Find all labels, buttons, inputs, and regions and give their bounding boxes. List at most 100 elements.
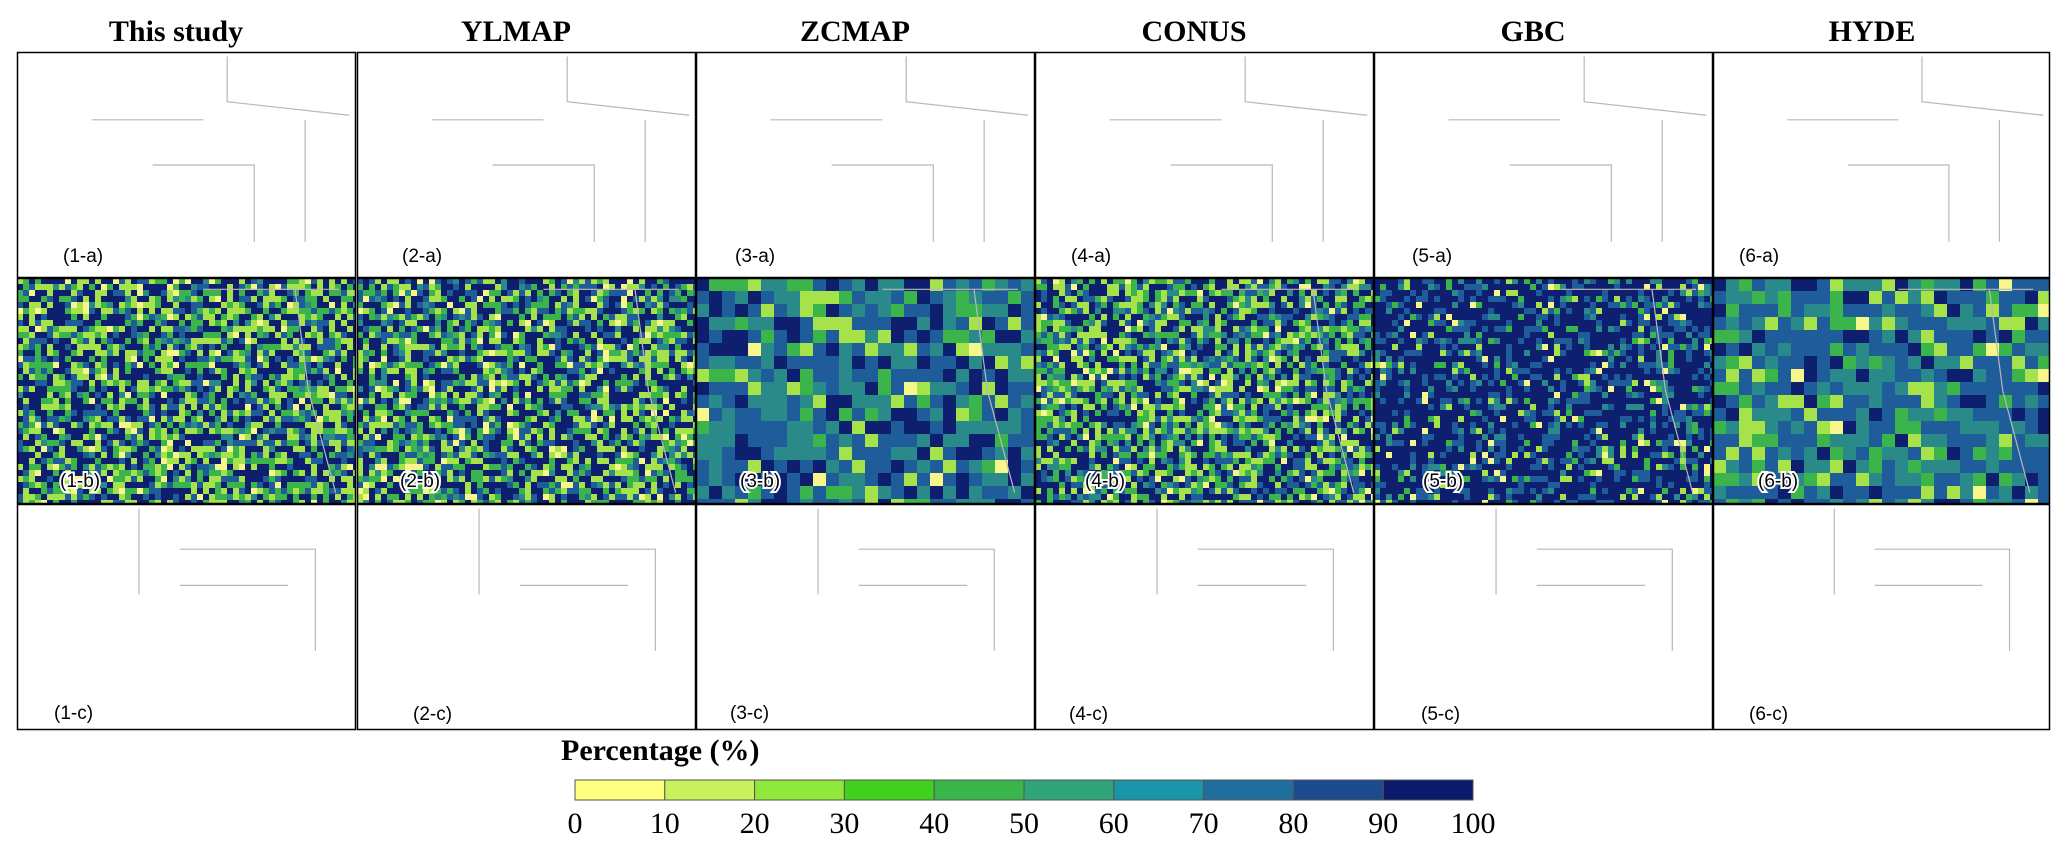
map-panel-background [357, 504, 696, 730]
state-boundaries [91, 56, 350, 242]
legend-swatch [754, 779, 845, 801]
map-panel-frame [356, 503, 697, 731]
legend-tick-label: 40 [919, 807, 949, 840]
legend-tick-label: 60 [1099, 807, 1129, 840]
map-panel-background [696, 504, 1035, 730]
panel-label-6b: (6-b) [1758, 471, 1798, 492]
map-panel-2b [356, 277, 697, 505]
map-panel-frame [1034, 277, 1375, 505]
column-title-gbc: GBC [1500, 15, 1565, 48]
state-boundaries [1448, 56, 1707, 242]
state-boundaries [1156, 508, 1334, 651]
percentage-legend: Percentage (%) 0 10 20 30 40 50 60 70 80 90 100 [561, 734, 1496, 840]
legend-swatch [664, 779, 756, 801]
map-panel-frame [1034, 51, 1375, 279]
map-panel-grid [16, 51, 2051, 731]
map-panel-4b [1034, 277, 1375, 505]
map-panel-background [17, 504, 356, 730]
state-boundaries [1787, 56, 2044, 242]
map-panel-4c [1034, 503, 1375, 731]
map-panel-1a [16, 51, 357, 279]
column-titles: This study YLMAP ZCMAP CONUS GBC HYDE [109, 15, 1915, 48]
state-boundaries [543, 288, 680, 493]
map-panel-2a [356, 51, 697, 279]
legend-tick-label: 50 [1009, 807, 1039, 840]
map-raster [1374, 278, 1713, 504]
legend-swatch [1292, 779, 1384, 801]
map-raster [696, 278, 1035, 504]
map-panel-5a [1373, 51, 1714, 279]
legend-tick-label: 30 [829, 807, 859, 840]
legend-swatch [574, 779, 666, 801]
state-boundaries [1221, 288, 1358, 493]
legend-swatch [843, 779, 935, 801]
panel-label-3b: (3-b) [740, 471, 780, 492]
column-title-this-study: This study [109, 15, 243, 48]
panel-label-1a: (1-a) [63, 246, 103, 267]
map-panel-3a [695, 51, 1036, 279]
panel-label-5b: (5-b) [1423, 471, 1463, 492]
map-panel-frame [1712, 503, 2051, 731]
legend-tick-labels: 0 10 20 30 40 50 60 70 80 90 100 [568, 807, 1496, 840]
state-boundaries [203, 288, 340, 493]
map-panel-4a [1034, 51, 1375, 279]
panel-label-6a: (6-a) [1739, 246, 1779, 267]
legend-tick-label: 0 [568, 807, 583, 840]
column-title-conus: CONUS [1141, 15, 1246, 48]
panel-label-4a: (4-a) [1071, 246, 1111, 267]
panel-labels: (1-a) (2-a) (3-a) (4-a) (5-a) (6-a) (1-b… [54, 246, 1800, 725]
map-panel-frame [695, 51, 1036, 279]
state-boundaries [431, 56, 690, 242]
map-panel-5c [1373, 503, 1714, 731]
legend-tick-label: 80 [1278, 807, 1308, 840]
legend-title: Percentage (%) [561, 734, 760, 767]
panel-label-5a: (5-a) [1412, 246, 1452, 267]
legend-tick-label: 90 [1368, 807, 1398, 840]
map-panel-frame [1373, 503, 1714, 731]
map-panel-frame [356, 277, 697, 505]
panel-label-3c: (3-c) [730, 703, 769, 724]
map-panel-frame [695, 277, 1036, 505]
map-panel-1b [16, 277, 357, 505]
panel-label-4b: (4-b) [1085, 471, 1125, 492]
panel-label-4c: (4-c) [1069, 704, 1108, 725]
map-panel-frame [695, 503, 1036, 731]
map-panel-1c [16, 503, 357, 731]
map-panel-frame [1712, 277, 2051, 505]
legend-tick-label: 20 [740, 807, 770, 840]
state-boundaries [770, 56, 1029, 242]
column-title-zcmap: ZCMAP [800, 15, 910, 48]
legend-tick-label: 70 [1189, 807, 1219, 840]
map-panel-2c [356, 503, 697, 731]
legend-swatch [1023, 779, 1115, 801]
map-panel-background [1374, 504, 1713, 730]
column-title-hyde: HYDE [1829, 15, 1916, 48]
legend-swatch [933, 779, 1025, 801]
map-panel-frame [1712, 51, 2051, 279]
map-panel-frame [1373, 277, 1714, 505]
panel-label-3a: (3-a) [735, 246, 775, 267]
map-panel-6b [1712, 277, 2051, 505]
panel-label-2c: (2-c) [413, 704, 452, 725]
state-boundaries [1109, 56, 1368, 242]
map-panel-frame [16, 503, 357, 731]
state-boundaries [817, 508, 995, 651]
panel-label-2b: (2-b) [400, 471, 440, 492]
state-boundaries [1898, 288, 2034, 493]
legend-swatch [1382, 779, 1474, 801]
state-boundaries [1833, 508, 2011, 651]
state-boundaries [1560, 288, 1697, 493]
panel-label-5c: (5-c) [1421, 704, 1460, 725]
panel-label-6c: (6-c) [1749, 704, 1788, 725]
map-panel-frame [1034, 503, 1375, 731]
legend-swatch [1113, 779, 1205, 801]
state-boundaries [478, 508, 656, 651]
panel-label-1b: (1-b) [60, 471, 100, 492]
map-panel-frame [1373, 51, 1714, 279]
map-panel-background [1035, 504, 1374, 730]
map-panel-5b [1373, 277, 1714, 505]
map-panel-frame [356, 51, 697, 279]
map-raster [357, 278, 696, 504]
map-panel-3c [695, 503, 1036, 731]
